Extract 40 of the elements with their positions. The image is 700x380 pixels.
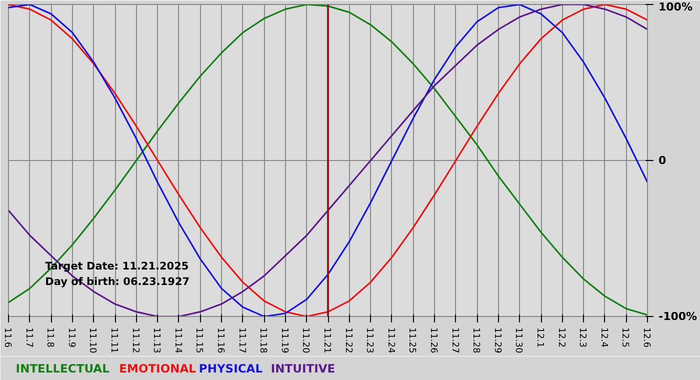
x-tick-label: 11.21 — [322, 328, 332, 354]
x-tick-label: 11.6 — [2, 328, 12, 348]
x-tick-label: 12.4 — [598, 328, 608, 348]
x-tick-label: 11.24 — [385, 328, 396, 354]
x-tick-label: 11.30 — [513, 328, 524, 354]
line-series — [8, 4, 648, 316]
x-tick-label: 11.20 — [300, 328, 310, 354]
x-tick-label: 11.8 — [44, 328, 55, 348]
x-tick-label: 11.16 — [215, 328, 225, 354]
x-tick-label: 11.15 — [194, 328, 204, 354]
x-tick-label: 11.12 — [130, 328, 140, 354]
x-tick-label: 11.26 — [428, 328, 438, 354]
x-tick-label: 11.23 — [364, 328, 374, 354]
text: INTUITIVE — [270, 362, 336, 376]
x-tick-label: 11.28 — [470, 328, 481, 354]
x-tick-label: 11.10 — [87, 328, 98, 354]
x-tick-label: 12.6 — [641, 328, 651, 348]
x-tick-label: 11.25 — [406, 328, 417, 354]
x-tick-label: 12.1 — [534, 328, 544, 348]
x-tick-label: 12.5 — [620, 328, 630, 348]
x-tick-label: 12.3 — [577, 328, 588, 348]
x-tick-label: 11.13 — [151, 328, 162, 354]
x-tick-label: 11.27 — [449, 328, 460, 354]
y-tick-label: -100% — [658, 310, 698, 323]
annotation: Day of birth: 06.23.1927 — [45, 276, 190, 288]
x-tick-label: 12.2 — [556, 328, 566, 348]
x-tick-label: 11.14 — [172, 328, 182, 354]
x-tick-label: 11.29 — [492, 328, 502, 354]
x-tick-label: 11.19 — [278, 328, 289, 354]
x-tick-label: 11.22 — [342, 328, 353, 354]
x-tick-label: 11.9 — [66, 328, 76, 348]
x-tick-label: 11.7 — [23, 328, 34, 348]
x-tick-label: 11.11 — [108, 328, 118, 354]
x-tick-label: 11.18 — [258, 328, 268, 354]
x-tick-label: 11.17 — [236, 328, 246, 354]
text: INTELLECTUAL — [16, 362, 110, 376]
y-tick-label: 100% — [658, 0, 692, 14]
y-tick-label: 0 — [658, 154, 666, 167]
text: EMOTIONAL — [119, 362, 197, 376]
text: PHYSICAL — [198, 362, 264, 376]
